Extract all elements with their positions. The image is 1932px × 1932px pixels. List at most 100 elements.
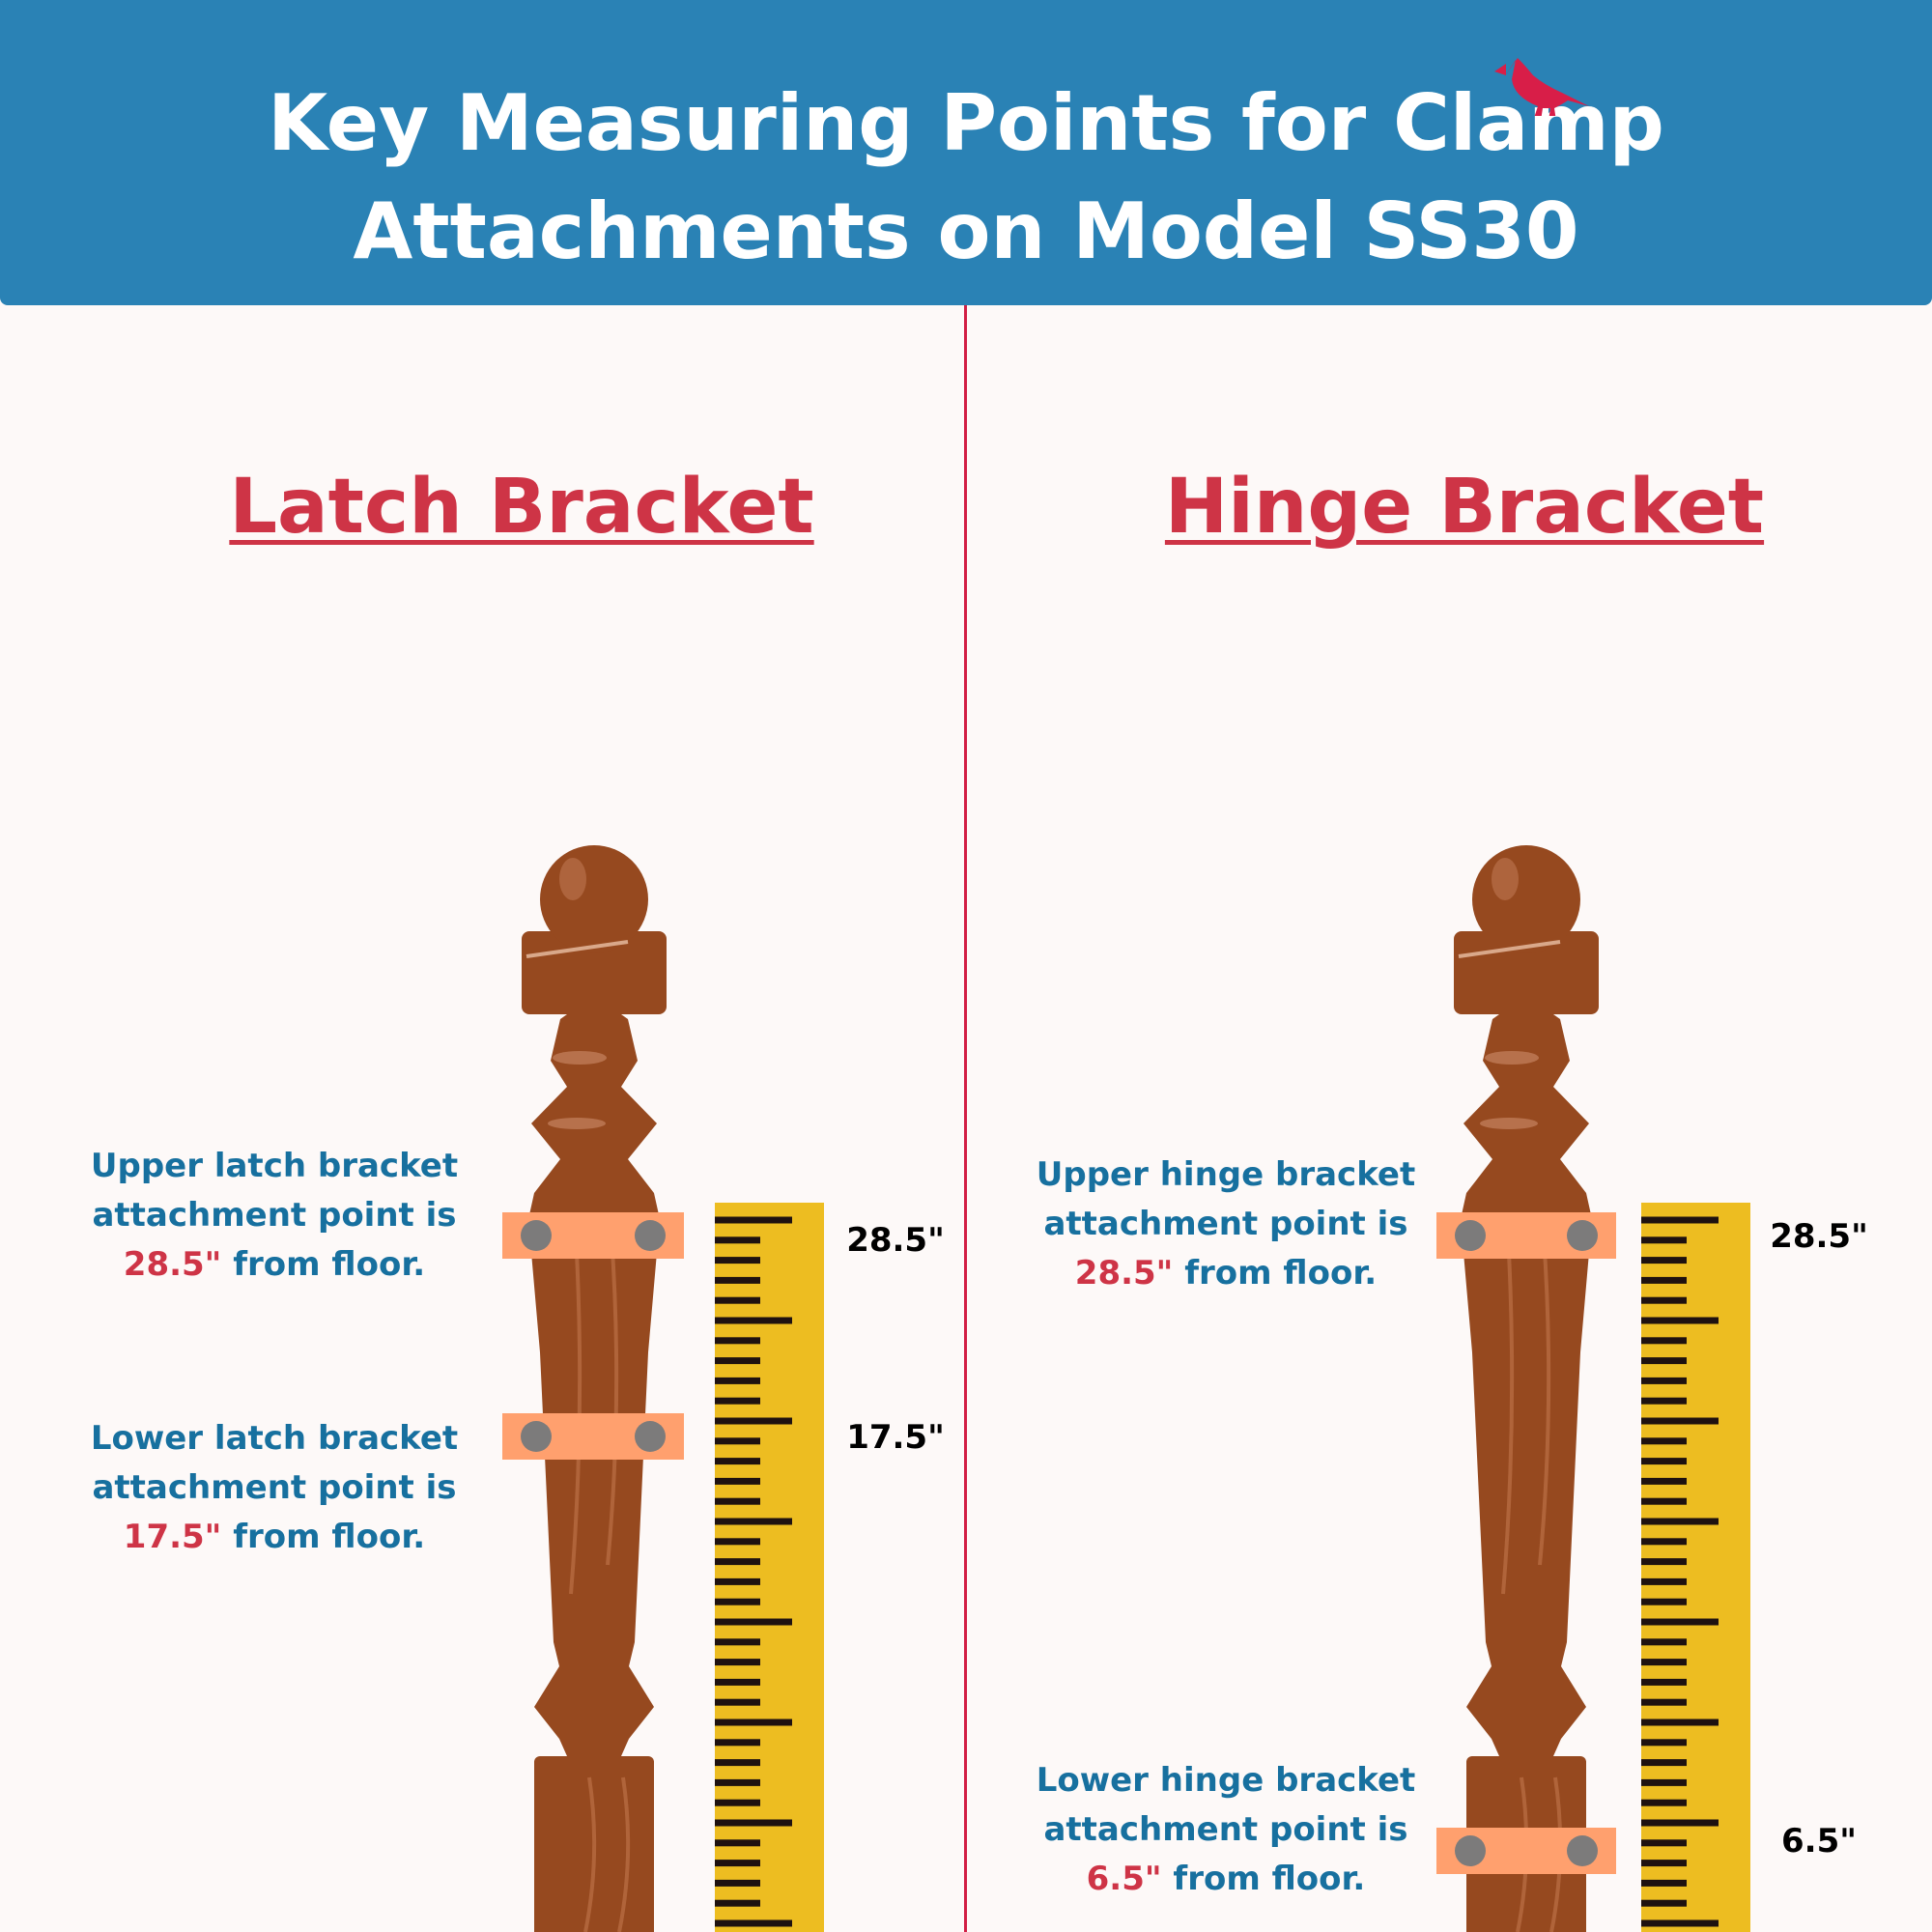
tape-minor-tick <box>1641 1477 1687 1485</box>
label-suffix: from floor. <box>1173 1254 1378 1293</box>
tape-body <box>715 1203 824 1932</box>
tape-minor-tick <box>1641 1577 1687 1585</box>
ruler-mark-label: 28.5" <box>1770 1217 1868 1256</box>
label-line: 17.5" from floor. <box>33 1513 516 1562</box>
tape-minor-tick <box>715 1477 760 1485</box>
tape-minor-tick <box>1641 1678 1687 1686</box>
tape-minor-tick <box>1641 1558 1687 1566</box>
tape-minor-tick <box>715 1899 760 1907</box>
tape-minor-tick <box>1641 1860 1687 1867</box>
lower-latch-label: Lower latch bracket attachment point is … <box>33 1414 516 1562</box>
tape-minor-tick <box>1641 1598 1687 1605</box>
tape-minor-tick <box>1641 1257 1687 1264</box>
tape-major-tick <box>1641 1618 1719 1626</box>
wood-grain <box>583 1776 597 1932</box>
tape-minor-tick <box>715 1236 760 1244</box>
bracket-clamp <box>1436 1212 1616 1259</box>
tape-minor-tick <box>715 1276 760 1284</box>
cardinal-bird-icon <box>1494 58 1589 116</box>
tape-major-tick <box>1641 1518 1719 1525</box>
tape-minor-tick <box>715 1739 760 1747</box>
post-highlight <box>548 1118 606 1129</box>
label-line: attachment point is <box>92 1196 457 1235</box>
label-line: Upper hinge bracket <box>1036 1155 1416 1194</box>
tape-major-tick <box>1641 1417 1719 1425</box>
label-line: attachment point is <box>1043 1205 1408 1243</box>
post-highlight <box>526 940 629 958</box>
wood-grain <box>1501 1216 1515 1595</box>
tape-minor-tick <box>715 1337 760 1345</box>
page-title-line1: Key Measuring Points for Clamp <box>268 78 1664 168</box>
tape-minor-tick <box>1641 1276 1687 1284</box>
label-line: 28.5" from floor. <box>984 1249 1467 1298</box>
tape-minor-tick <box>715 1678 760 1686</box>
label-line: Upper latch bracket <box>90 1147 459 1185</box>
tape-major-tick <box>715 1919 792 1927</box>
tape-minor-tick <box>715 1458 760 1465</box>
center-divider <box>964 305 967 1932</box>
tape-minor-tick <box>1641 1357 1687 1365</box>
label-line: 28.5" from floor. <box>33 1240 516 1290</box>
tape-minor-tick <box>715 1377 760 1384</box>
tape-major-tick <box>1641 1317 1719 1324</box>
measuring-tape <box>715 1203 824 1932</box>
post-highlight <box>559 858 586 900</box>
hinge-bracket-heading: Hinge Bracket <box>1164 464 1765 551</box>
tape-minor-tick <box>1641 1839 1687 1847</box>
tape-minor-tick <box>715 1860 760 1867</box>
tape-minor-tick <box>1641 1236 1687 1244</box>
tape-minor-tick <box>715 1296 760 1304</box>
tape-minor-tick <box>715 1698 760 1706</box>
tape-minor-tick <box>715 1497 760 1505</box>
tape-minor-tick <box>1641 1739 1687 1747</box>
wood-grain <box>617 1776 631 1932</box>
wood-grain <box>569 1216 582 1595</box>
tape-minor-tick <box>1641 1759 1687 1767</box>
tape-minor-tick <box>715 1659 760 1666</box>
tape-minor-tick <box>715 1357 760 1365</box>
tape-minor-tick <box>715 1638 760 1646</box>
tape-minor-tick <box>1641 1659 1687 1666</box>
tape-minor-tick <box>1641 1799 1687 1806</box>
tape-minor-tick <box>715 1799 760 1806</box>
tape-minor-tick <box>1641 1296 1687 1304</box>
tape-minor-tick <box>1641 1879 1687 1887</box>
post-highlight <box>553 1051 607 1065</box>
bolt-icon <box>1567 1835 1598 1866</box>
bolt-icon <box>1455 1835 1486 1866</box>
measurement-value: 28.5" <box>1074 1254 1174 1293</box>
measurement-value: 6.5" <box>1086 1860 1162 1898</box>
tape-major-tick <box>715 1618 792 1626</box>
post-shaft <box>1461 1014 1592 1756</box>
tape-major-tick <box>715 1216 792 1224</box>
label-suffix: from floor. <box>221 1245 426 1284</box>
bolt-icon <box>635 1220 666 1251</box>
tape-minor-tick <box>715 1257 760 1264</box>
tape-minor-tick <box>1641 1377 1687 1384</box>
wooden-post <box>1454 845 1599 1932</box>
tape-minor-tick <box>715 1879 760 1887</box>
lower-hinge-label: Lower hinge bracket attachment point is … <box>984 1756 1467 1904</box>
header-banner: Key Measuring Points for Clamp Attachmen… <box>0 0 1932 305</box>
tape-major-tick <box>715 1719 792 1726</box>
tape-major-tick <box>715 1317 792 1324</box>
bolt-icon <box>1455 1220 1486 1251</box>
label-suffix: from floor. <box>221 1518 426 1556</box>
post-highlight <box>1480 1118 1538 1129</box>
post-shaft <box>528 1014 660 1756</box>
tape-minor-tick <box>1641 1497 1687 1505</box>
post-finial <box>540 845 648 953</box>
label-line: attachment point is <box>1043 1810 1408 1849</box>
tape-minor-tick <box>1641 1538 1687 1546</box>
post-finial <box>1472 845 1580 953</box>
bolt-icon <box>521 1220 552 1251</box>
label-line: 6.5" from floor. <box>984 1855 1467 1904</box>
wood-grain <box>1538 1236 1551 1566</box>
page-title-line2: Attachments on Model SS30 <box>353 186 1579 276</box>
tape-minor-tick <box>1641 1778 1687 1786</box>
upper-latch-label: Upper latch bracket attachment point is … <box>33 1142 516 1290</box>
tape-major-tick <box>1641 1719 1719 1726</box>
ruler-mark-label: 17.5" <box>846 1418 945 1457</box>
tape-minor-tick <box>715 1839 760 1847</box>
